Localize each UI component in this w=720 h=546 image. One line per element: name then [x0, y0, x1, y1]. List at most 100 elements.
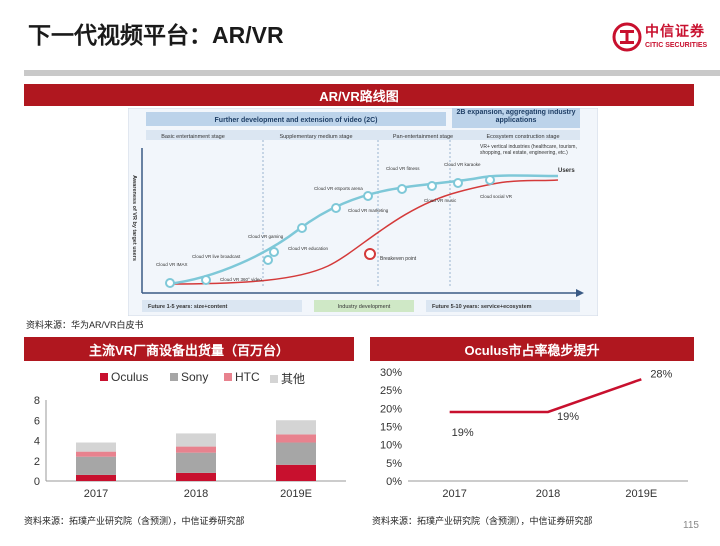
- milestone-point: Cloud VR 360° video: [220, 255, 273, 282]
- milestone-point: Cloud social VR: [480, 175, 513, 199]
- svg-text:Cloud VR education: Cloud VR education: [288, 246, 329, 251]
- breakeven-marker: [364, 248, 376, 260]
- y-tick-label: 20%: [380, 403, 402, 415]
- milestone-point: Cloud VR live broadcast: [192, 254, 241, 285]
- y-tick-label: 0%: [386, 476, 402, 488]
- y-tick-label: 15%: [380, 422, 402, 434]
- svg-text:Cloud VR 360° video: Cloud VR 360° video: [220, 277, 262, 282]
- legend-item: Oculus: [100, 370, 148, 384]
- data-label: 28%: [650, 368, 672, 380]
- company-logo: 中信证券 CITIC SECURITIES: [612, 20, 716, 60]
- bar-segment: [176, 472, 216, 481]
- legend-label: 其他: [281, 372, 306, 386]
- shipments-bar-chart: 0 2 4 6 8 2017 2018 2019E: [34, 395, 346, 500]
- y-tick-label: 2: [34, 456, 40, 468]
- milestone-point: Cloud VR music: [424, 181, 457, 203]
- svg-text:Cloud VR gaming: Cloud VR gaming: [248, 234, 284, 239]
- oculus-share-section-title: Oculus市占率稳步提升: [370, 337, 694, 361]
- page-number: 115: [683, 520, 699, 531]
- legend-label: Sony: [181, 370, 209, 384]
- bar-segment: [76, 451, 116, 457]
- roadmap-section-title: AR/VR路线图: [24, 84, 694, 106]
- y-tick-label: 10%: [380, 440, 402, 452]
- bar-segment: [176, 452, 216, 473]
- series-line: [449, 378, 642, 414]
- legend-item: Sony: [170, 370, 208, 384]
- stage-label: Basic entertainment stage: [161, 134, 225, 140]
- legend-item: HTC: [224, 370, 260, 384]
- legend-item: 其他: [270, 370, 305, 387]
- legend-swatch: [170, 373, 178, 381]
- milestone-point: Cloud VR IMAX: [156, 262, 188, 288]
- oculus-share-source: 资料来源：拓璞产业研究院（含预测），中信证券研究部: [372, 516, 593, 526]
- svg-text:Cloud VR karaoke: Cloud VR karaoke: [444, 162, 481, 167]
- x-tick-label: 2018: [536, 488, 560, 500]
- y-tick-label: 6: [34, 415, 40, 427]
- top-band-right-label: 2B expansion, aggregating industry appli…: [456, 109, 576, 124]
- x-tick-label: 2019E: [280, 488, 312, 500]
- logo-name-cn: 中信证券: [645, 23, 705, 39]
- milestone-point: Cloud VR gaming: [248, 234, 284, 257]
- legend-swatch: [270, 374, 278, 383]
- bottom-mid-label: Industry development: [338, 304, 391, 310]
- header-divider: [24, 70, 720, 76]
- roadmap-diagram: Further development and extension of vid…: [128, 108, 598, 316]
- bar-segment: [276, 442, 316, 465]
- svg-text:Cloud VR fitness: Cloud VR fitness: [386, 166, 420, 171]
- citic-logo-icon: [612, 22, 642, 52]
- milestone-point: Cloud VR karaoke: [444, 162, 481, 188]
- shipments-section-title: 主流VR厂商设备出货量（百万台）: [24, 337, 354, 361]
- y-tick-label: 8: [34, 395, 40, 407]
- y-tick-label: 4: [34, 436, 40, 448]
- x-tick-label: 2018: [184, 488, 208, 500]
- milestone-point: Cloud VR education: [288, 223, 329, 251]
- milestone-point: Cloud VR fitness: [386, 166, 420, 194]
- bar-segment: [76, 456, 116, 475]
- y-tick-label: 0: [34, 476, 40, 488]
- top-band-label: Further development and extension of vid…: [215, 117, 378, 124]
- legend-label: Oculus: [111, 370, 149, 384]
- svg-text:Cloud VR IMAX: Cloud VR IMAX: [156, 262, 188, 267]
- y-tick-label: 25%: [380, 385, 402, 397]
- top-band: [146, 112, 446, 126]
- svg-text:Cloud VR marketing: Cloud VR marketing: [348, 208, 389, 213]
- bar-segment: [176, 433, 216, 447]
- bar-segment: [276, 420, 316, 435]
- x-tick-label: 2019E: [625, 488, 657, 500]
- users-label: Users: [558, 168, 575, 174]
- x-tick-label: 2017: [84, 488, 108, 500]
- svg-text:Cloud VR live broadcast: Cloud VR live broadcast: [192, 254, 241, 259]
- vertical-industries-label: VR+ vertical industries (healthcare, tou…: [480, 144, 577, 156]
- milestone-point: Cloud VR marketing: [348, 191, 389, 213]
- x-tick-label: 2017: [442, 488, 466, 500]
- oculus-share-line-chart: 0% 5% 10% 15% 20% 25% 30% 2017 2018 2019E 19% 19% 28…: [380, 367, 688, 500]
- y-axis-label: Awareness of VR by target users: [131, 175, 137, 261]
- svg-text:Cloud VR music: Cloud VR music: [424, 198, 457, 203]
- data-label: 19%: [557, 411, 579, 423]
- logo-name-en: CITIC SECURITIES: [645, 42, 708, 49]
- legend-swatch: [224, 373, 232, 381]
- bar-segment: [76, 474, 116, 481]
- y-tick-label: 5%: [386, 458, 402, 470]
- bar-segment: [176, 446, 216, 453]
- milestone-point: Cloud VR eSports arena: [314, 186, 363, 213]
- stage-label: Supplementary medium stage: [279, 134, 352, 140]
- svg-text:Cloud social VR: Cloud social VR: [480, 194, 513, 199]
- stage-label: Ecosystem construction stage: [486, 134, 559, 140]
- bar-segment: [276, 434, 316, 443]
- breakeven-label: Breakeven point: [380, 256, 417, 262]
- svg-text:Cloud VR eSports arena: Cloud VR eSports arena: [314, 186, 363, 191]
- y-tick-label: 30%: [380, 367, 402, 379]
- bar-segment: [276, 464, 316, 481]
- bar-legend: Oculus Sony HTC 其他: [100, 370, 320, 386]
- legend-label: HTC: [235, 370, 260, 384]
- bottom-left-label: Future 1-5 years: size+content: [148, 304, 227, 310]
- bar-segment: [76, 442, 116, 452]
- page-title: 下一代视频平台：AR/VR: [28, 22, 284, 48]
- stage-label: Pan-entertainment stage: [393, 134, 453, 140]
- bottom-right-label: Future 5-10 years: service+ecosystem: [432, 304, 532, 310]
- top-band-right: [452, 108, 580, 128]
- data-label: 19%: [452, 427, 474, 439]
- legend-swatch: [100, 373, 108, 381]
- shipments-source: 资料来源：拓璞产业研究院（含预测），中信证券研究部: [24, 516, 245, 526]
